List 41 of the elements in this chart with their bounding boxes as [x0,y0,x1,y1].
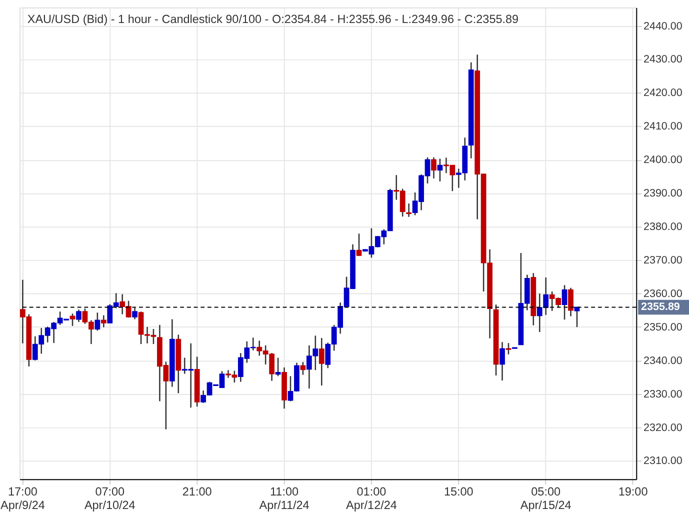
candlestick [574,306,580,328]
y-tick-label: 2420.00 [643,87,682,100]
y-tick-label: 2350.00 [643,321,682,334]
text: XAU/USD (Bid) - 1 hour - Candlestick 90/100 - O:2354.84 - H:2355.96 - L:2349.96 - C:2355.89 [27,13,519,26]
y-tick-label: 2360.00 [643,288,682,300]
candlestick [70,312,76,327]
x-tick-label: 11:00 Apr/11/24 [259,485,310,512]
y-tick-label: 2440.00 [643,20,682,32]
candlestick [356,232,362,257]
x-tick-label: 17:00 Apr/9/24 [0,485,46,512]
x-tick-label: 19:00 [618,485,648,498]
y-tick-label: 2390.00 [643,188,682,200]
x-tick-label: 05:00 Apr/15/24 [520,485,572,512]
y-tick-label: 2330.00 [643,388,682,400]
y-tick-label: 2410.00 [643,120,682,133]
candlestick [132,307,138,320]
candlestick [568,287,574,317]
x-tick-label: 15:00 [444,485,474,498]
candlestick [275,357,281,377]
y-tick-label: 2430.00 [643,54,682,66]
candlestick [500,341,505,382]
y-tick-label: 2370.00 [643,254,682,266]
candlestick [562,284,568,320]
y-tick-label: 2340.00 [643,354,682,367]
candlestick [100,314,106,328]
y-tick-label: 2400.00 [643,154,682,166]
ref-line-label: 2355.89 [641,301,680,314]
candlestick [506,342,512,356]
candlestick [300,361,306,376]
candlestick [431,156,436,180]
y-tick-label: 2380.00 [643,221,682,234]
x-tick-label: 07:00 Apr/10/24 [84,485,136,512]
y-tick-label: 2310.00 [643,455,682,468]
candlestick [406,202,412,218]
y-tick-label: 2320.00 [643,422,682,434]
candlestick [76,308,82,323]
x-tick-label: 21:00 [182,485,212,498]
x-tick-label: 01:00 Apr/12/24 [346,485,398,512]
candlestick [437,158,443,182]
candlestick [94,312,100,332]
candlestick [318,337,324,386]
